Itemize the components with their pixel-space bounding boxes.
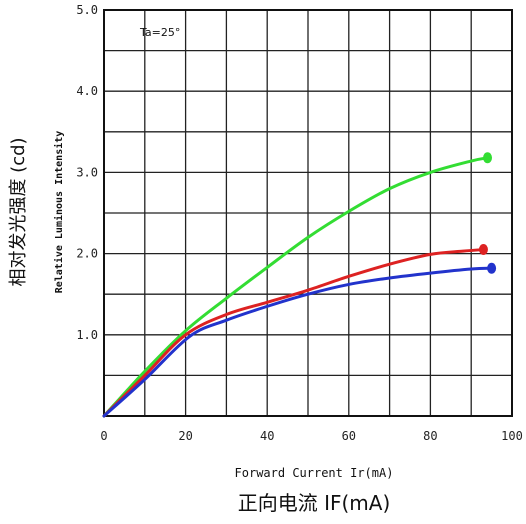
x-axis-label: Forward Current Ir(mA) [235,466,394,480]
y-tick-label: 5.0 [76,3,98,17]
y-tick-label: 2.0 [76,247,98,261]
x-tick-label: 20 [178,429,192,443]
x-tick-label: 60 [342,429,356,443]
series-line-1 [102,156,490,418]
series-end-marker-1 [483,152,493,164]
y-axis-label: Relative Luminous Intensity [53,131,65,294]
x-tick-label: 100 [501,429,523,443]
y-tick-label: 1.0 [76,328,98,342]
x-axis-label-cn: 正向电流 IF(mA) [238,491,391,515]
y-tick-label: 3.0 [76,165,98,179]
series-end-marker-2 [478,244,488,256]
x-tick-label: 40 [260,429,274,443]
y-tick-label: 4.0 [76,84,98,98]
x-tick-label: 80 [423,429,437,443]
plot-frame [103,9,513,417]
series-line-2 [102,248,485,418]
series-layer [102,152,497,418]
y-axis-label-cn: 相对发光强度 (cd) [8,137,29,286]
x-tick-labels: 0 20 40 60 80 100 [100,429,522,443]
series-end-marker-3 [487,262,497,274]
x-tick-label: 0 [100,429,107,443]
series-line-3 [102,266,494,418]
annotation-temperature: Ta=25° [139,26,180,39]
y-tick-labels: 1.0 2.0 3.0 4.0 5.0 [76,3,98,342]
